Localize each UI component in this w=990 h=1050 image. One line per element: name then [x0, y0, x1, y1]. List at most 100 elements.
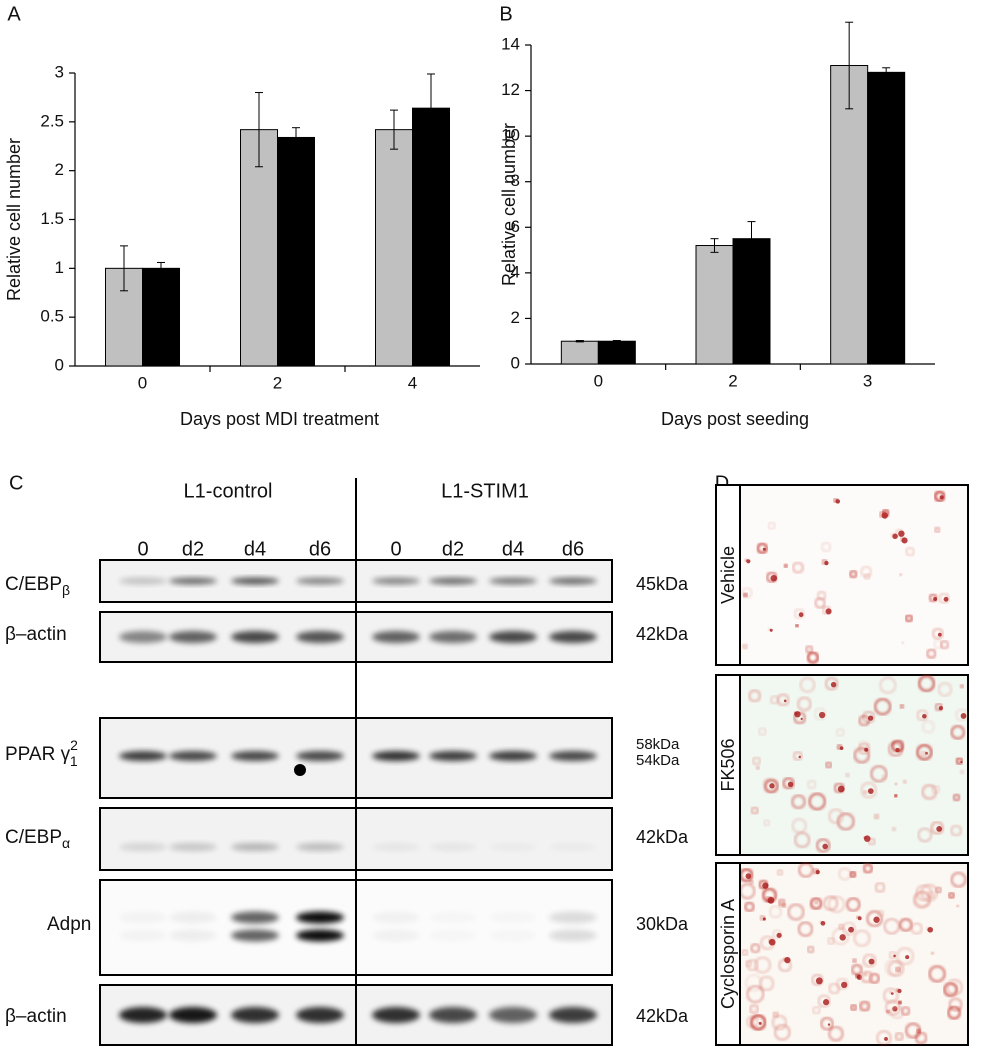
stain-spot	[778, 958, 792, 972]
stain-spot	[812, 1006, 821, 1015]
stain-spot	[860, 565, 873, 578]
bar	[560, 340, 599, 365]
stain-dot	[745, 873, 752, 879]
stain-spot	[950, 824, 962, 837]
error-bar	[255, 92, 263, 168]
x-tick-label: 2	[273, 373, 282, 392]
stain-spot	[943, 982, 958, 997]
image-label-strip	[717, 676, 739, 854]
stain-spot	[880, 774, 887, 780]
stain-dot	[815, 977, 823, 985]
stain-dot	[830, 681, 837, 688]
stain-dot	[800, 717, 803, 721]
stain-dot	[783, 699, 787, 703]
stain-spot	[764, 778, 779, 794]
stain-dot	[839, 746, 844, 751]
blot-band	[296, 751, 344, 761]
blot-band	[119, 930, 167, 942]
stain-spot	[955, 708, 968, 721]
stain-spot	[897, 999, 903, 1006]
lane-label: d6	[562, 538, 584, 560]
stain-spot	[849, 1003, 858, 1012]
blot-band	[169, 843, 217, 851]
stain-spot	[893, 793, 899, 799]
stain-spot	[787, 903, 805, 921]
stain-spot	[778, 900, 785, 908]
stain-dot	[815, 869, 820, 875]
stain-spot	[791, 818, 807, 834]
y-tick-label: 6	[511, 217, 520, 236]
stain-dot	[767, 896, 775, 904]
stain-spot	[901, 640, 905, 645]
stain-spot	[741, 587, 753, 599]
stain-spot	[920, 750, 927, 758]
y-tick-label: 10	[501, 126, 520, 145]
blot-band	[296, 631, 344, 643]
y-axis-label: Relative cell number	[499, 123, 519, 286]
stain-spot	[904, 1022, 922, 1039]
blot-band	[372, 911, 420, 924]
stain-spot	[933, 490, 946, 503]
stain-spot	[758, 975, 775, 992]
lane-label: d2	[182, 538, 204, 560]
panel-label: C	[9, 472, 23, 494]
stain-spot	[888, 960, 905, 977]
stain-spot	[814, 708, 827, 721]
stain-dot	[822, 999, 830, 1006]
stain-dot	[758, 1021, 762, 1025]
stain-spot	[748, 1003, 760, 1015]
stain-spot	[927, 890, 935, 899]
stain-spot	[959, 769, 965, 775]
stain-dot	[762, 917, 766, 921]
group-label: L1-control	[184, 480, 273, 502]
x-axis-label: Days post MDI treatment	[180, 409, 379, 429]
bar	[732, 238, 771, 365]
image-label-strip	[717, 864, 739, 1044]
stain-spot	[806, 945, 815, 954]
blot-band	[231, 843, 279, 851]
stain-spot	[876, 909, 885, 918]
stain-dot	[746, 559, 751, 564]
stain-spot	[916, 709, 929, 721]
blot-band	[489, 1007, 537, 1023]
stain-dot	[922, 713, 927, 719]
bar	[277, 136, 315, 367]
stain-dot	[897, 988, 902, 994]
stain-spot	[744, 901, 755, 913]
bar	[695, 245, 734, 365]
stain-spot	[959, 683, 965, 690]
stain-spot	[860, 782, 877, 799]
blot-band	[549, 631, 597, 643]
stain-spot	[741, 643, 749, 650]
size-label: 30kDa	[636, 914, 689, 934]
stain-spot	[755, 765, 761, 771]
y-tick-label: 0	[511, 353, 520, 372]
stain-spot	[804, 644, 814, 654]
stain-spot	[771, 1014, 788, 1031]
y-tick-label: 2	[55, 160, 64, 179]
blot-band	[429, 930, 477, 942]
stain-dot	[884, 1037, 888, 1041]
stain-dot	[787, 781, 794, 788]
blot-band	[296, 577, 344, 585]
blot-band	[169, 1007, 217, 1023]
stain-dot	[901, 537, 908, 544]
stain-spot	[792, 750, 803, 761]
stain-spot	[881, 508, 890, 518]
y-tick-label: 14	[501, 34, 520, 53]
blot-band	[549, 577, 597, 585]
error-bar	[427, 73, 435, 143]
lane-label: 0	[137, 538, 148, 560]
stain-spot	[824, 761, 833, 769]
blot-band	[296, 911, 344, 924]
stain-dot	[892, 533, 898, 540]
stain-spot	[885, 1008, 891, 1015]
lane-label: d4	[244, 538, 266, 560]
bar	[375, 129, 413, 367]
blot-band	[429, 843, 477, 851]
y-tick-label: 3	[55, 62, 64, 81]
stain-dot	[960, 761, 963, 764]
stain-spot	[937, 682, 953, 697]
x-tick-label: 3	[863, 371, 872, 390]
stain-spot	[814, 900, 819, 905]
